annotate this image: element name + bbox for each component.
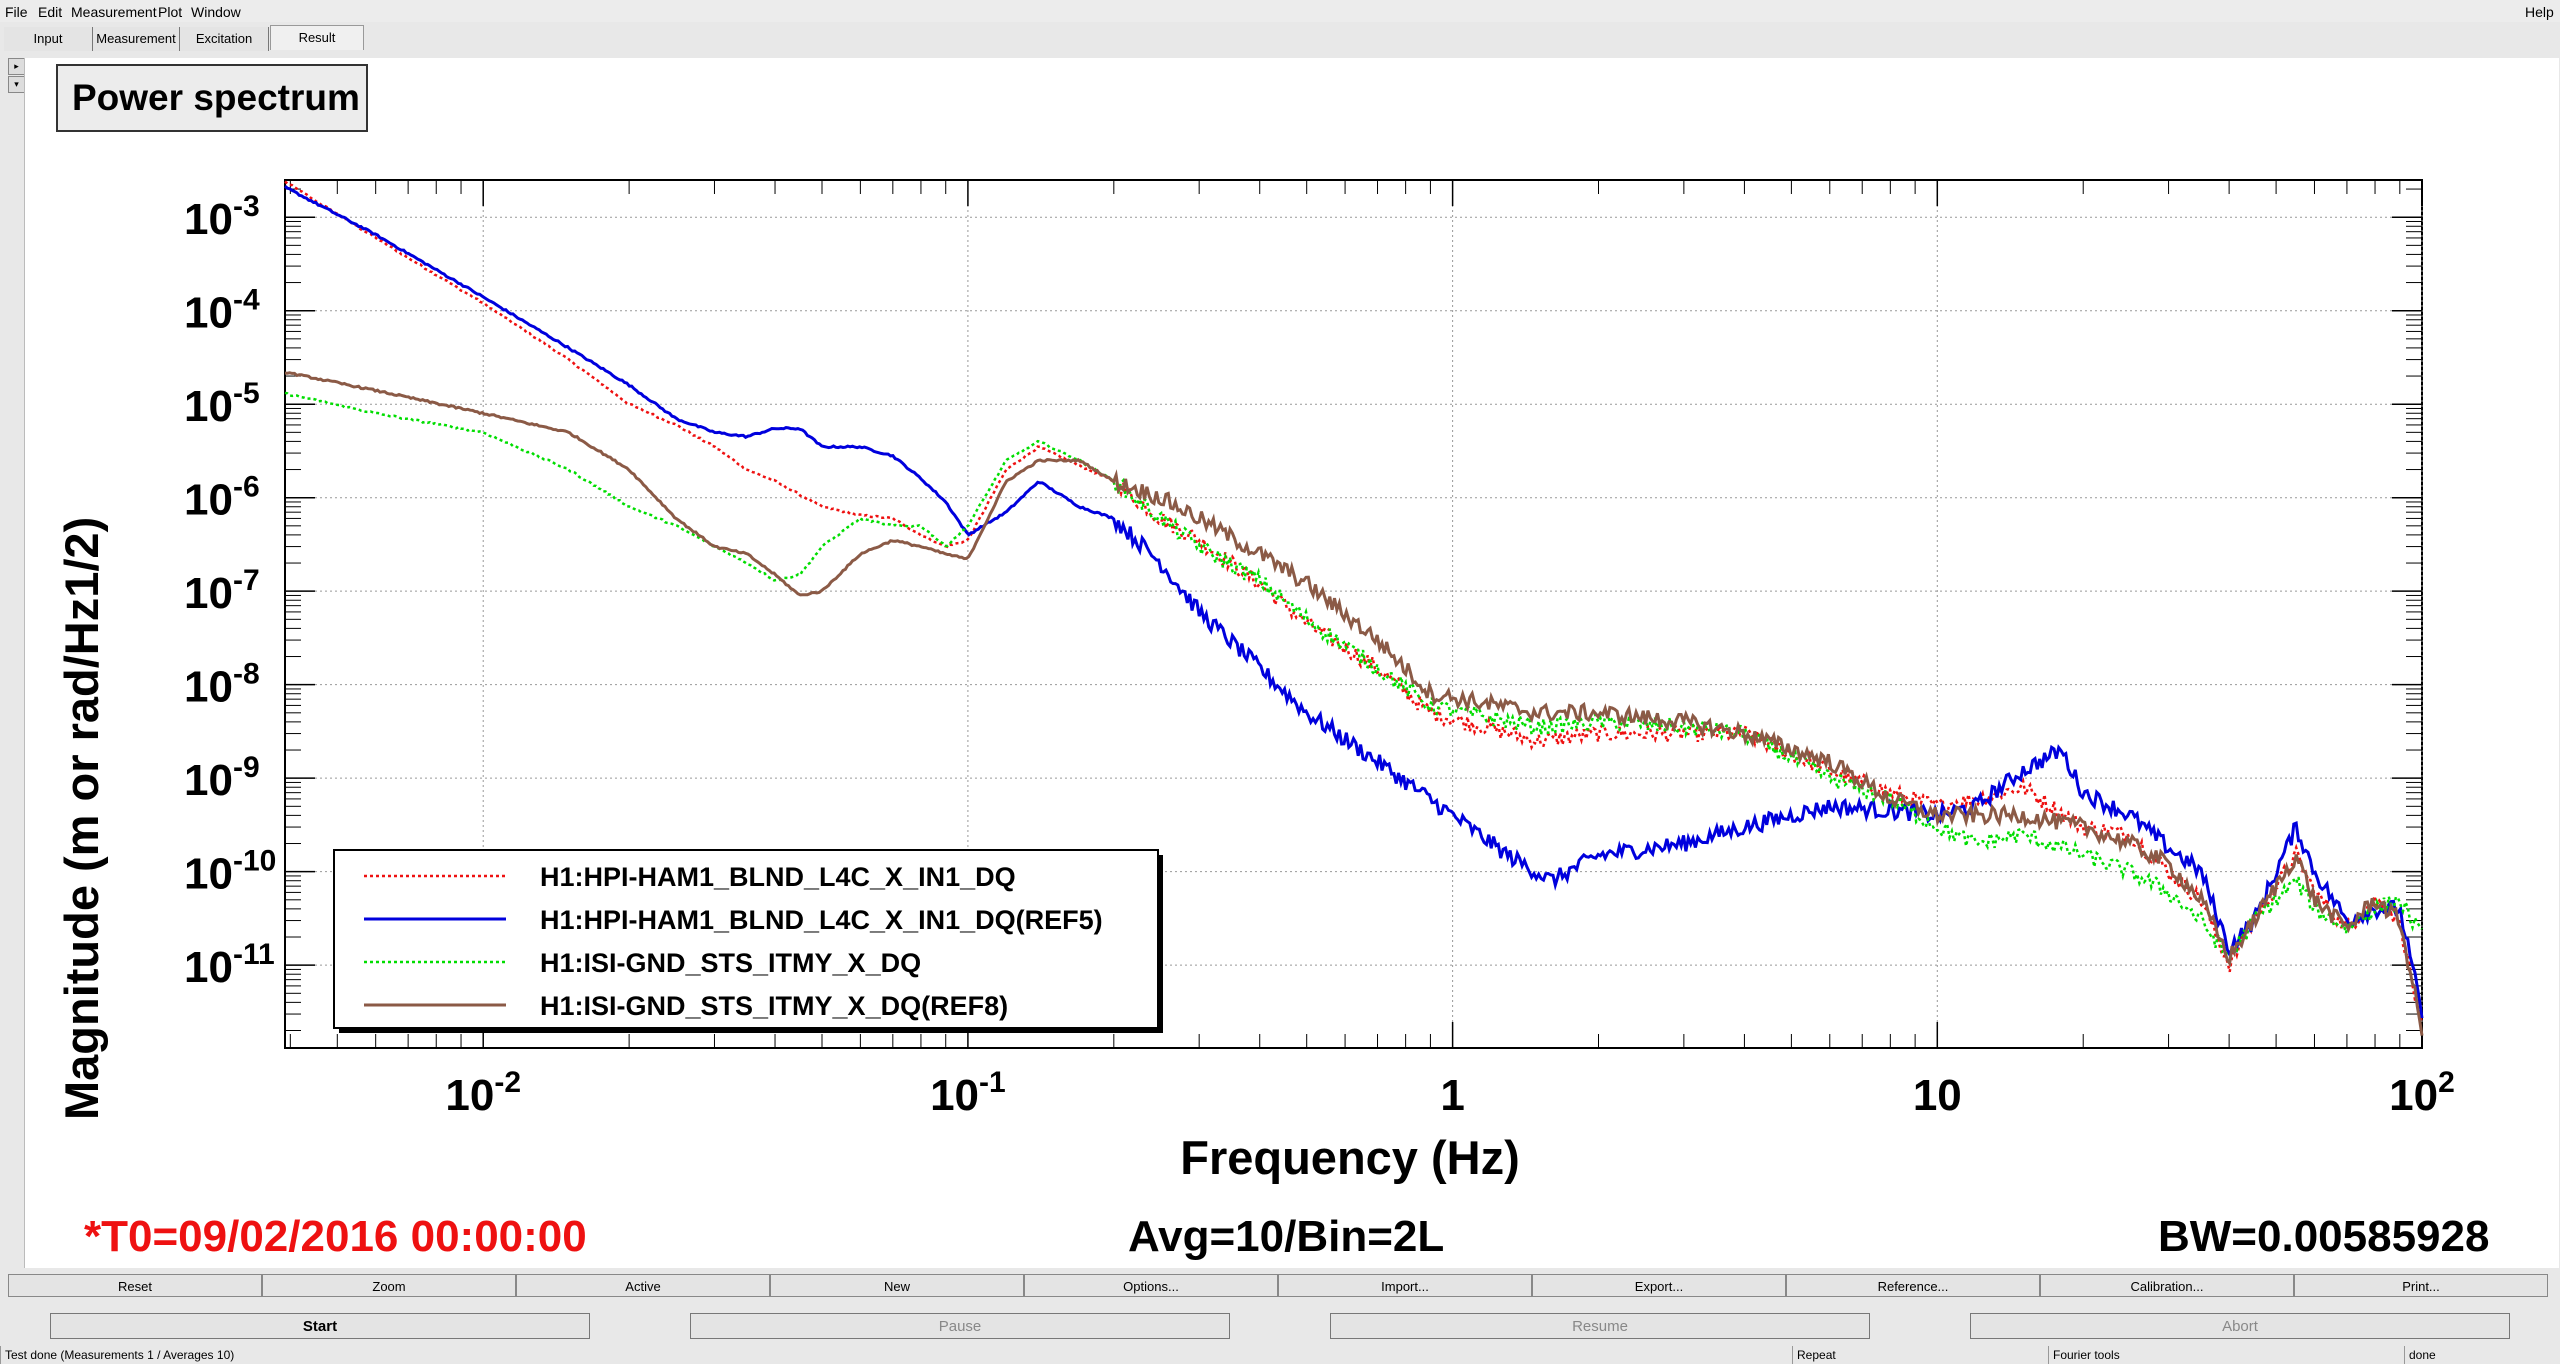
start-button[interactable]: Start: [50, 1313, 590, 1339]
zoom-button[interactable]: Zoom: [262, 1274, 516, 1297]
menu-file[interactable]: File: [5, 4, 28, 20]
legend-box: [333, 849, 1159, 1029]
legend: H1:HPI-HAM1_BLND_L4C_X_IN1_DQ H1:HPI-HAM1…: [333, 849, 1163, 1033]
status-fourier: Fourier tools: [2048, 1346, 2404, 1364]
export-button[interactable]: Export...: [1532, 1274, 1786, 1297]
resume-button[interactable]: Resume: [1330, 1313, 1870, 1339]
options-button[interactable]: Options...: [1024, 1274, 1278, 1297]
y-tick-label: 10-6: [184, 471, 260, 525]
x-tick-label: 102: [2389, 1066, 2455, 1120]
tab-bar: Input Measurement Excitation Result: [0, 25, 2560, 52]
series-line-3: [284, 391, 2423, 958]
tab-result[interactable]: Result: [270, 25, 364, 50]
y-tick-label: 10-7: [184, 564, 260, 618]
menu-bar: File Edit Measurement Plot Window Help: [0, 0, 2560, 22]
grid-lines: [285, 180, 2423, 1048]
menu-help[interactable]: Help: [2525, 4, 2554, 20]
legend-label: H1:ISI-GND_STS_ITMY_X_DQ(REF8): [540, 991, 1008, 1021]
x-tick-label: 10: [1913, 1071, 1962, 1120]
tab-input[interactable]: Input: [4, 27, 93, 51]
print-button[interactable]: Print...: [2294, 1274, 2548, 1297]
tab-measurement[interactable]: Measurement: [93, 27, 180, 51]
active-button[interactable]: Active: [516, 1274, 770, 1297]
y-tick-labels: 10-3 10-4 10-5 10-6 10-7 10-8 10-9 10-10 10-11: [184, 190, 276, 992]
y-tick-label: 10-3: [184, 190, 260, 244]
abort-button[interactable]: Abort: [1970, 1313, 2510, 1339]
calibration-button[interactable]: Calibration...: [2040, 1274, 2294, 1297]
y-tick-label: 10-5: [184, 377, 260, 431]
reset-button[interactable]: Reset: [8, 1274, 262, 1297]
status-state: done: [2404, 1346, 2560, 1364]
t0-label: *T0=09/02/2016 00:00:00: [84, 1212, 587, 1261]
minor-ticks: [285, 180, 2423, 1048]
x-tick-labels: 10-2 10-1 1 10 102: [445, 1066, 2454, 1120]
status-repeat: Repeat: [1792, 1346, 2048, 1364]
status-message: Test done (Measurements 1 / Averages 10): [0, 1346, 1790, 1364]
series-lines: [284, 180, 2424, 1036]
toolbar: Reset Zoom Active New Options... Import.…: [0, 1274, 2560, 1298]
legend-label: H1:HPI-HAM1_BLND_L4C_X_IN1_DQ(REF5): [540, 905, 1103, 935]
legend-label: H1:ISI-GND_STS_ITMY_X_DQ: [540, 948, 921, 978]
bw-label: BW=0.00585928: [2158, 1212, 2490, 1261]
menu-edit[interactable]: Edit: [38, 4, 63, 20]
legend-label: H1:HPI-HAM1_BLND_L4C_X_IN1_DQ: [540, 862, 1016, 892]
plot-title: Power spectrum: [72, 77, 360, 118]
reference-button[interactable]: Reference...: [1786, 1274, 2040, 1297]
menu-measurement[interactable]: Measurement: [71, 4, 157, 20]
avg-label: Avg=10/Bin=2L: [1128, 1212, 1445, 1261]
y-tick-label: 10-4: [184, 284, 260, 338]
y-axis-label: Magnitude (m or rad/Hz1/2): [55, 516, 108, 1120]
new-button[interactable]: New: [770, 1274, 1024, 1297]
y-tick-label: 10-11: [184, 938, 275, 992]
tab-excitation[interactable]: Excitation: [180, 27, 269, 51]
y-tick-label: 10-9: [184, 751, 260, 805]
series-line-1: [284, 180, 2424, 1023]
x-tick-label: 10-1: [930, 1066, 1006, 1120]
y-tick-label: 10-10: [184, 845, 276, 899]
plot-title-box[interactable]: Power spectrum: [56, 64, 368, 132]
series-line-4: [284, 371, 2424, 1036]
y-tick-label: 10-8: [184, 658, 260, 712]
control-row: Start Pause Resume Abort: [0, 1313, 2560, 1339]
pause-button[interactable]: Pause: [690, 1313, 1230, 1339]
import-button[interactable]: Import...: [1278, 1274, 1532, 1297]
menu-plot[interactable]: Plot: [158, 4, 183, 20]
x-tick-label: 1: [1440, 1071, 1464, 1120]
x-axis-label: Frequency (Hz): [1180, 1131, 1520, 1184]
x-tick-label: 10-2: [445, 1066, 521, 1120]
menu-window[interactable]: Window: [191, 4, 241, 20]
series-line-2: [284, 185, 2424, 1019]
